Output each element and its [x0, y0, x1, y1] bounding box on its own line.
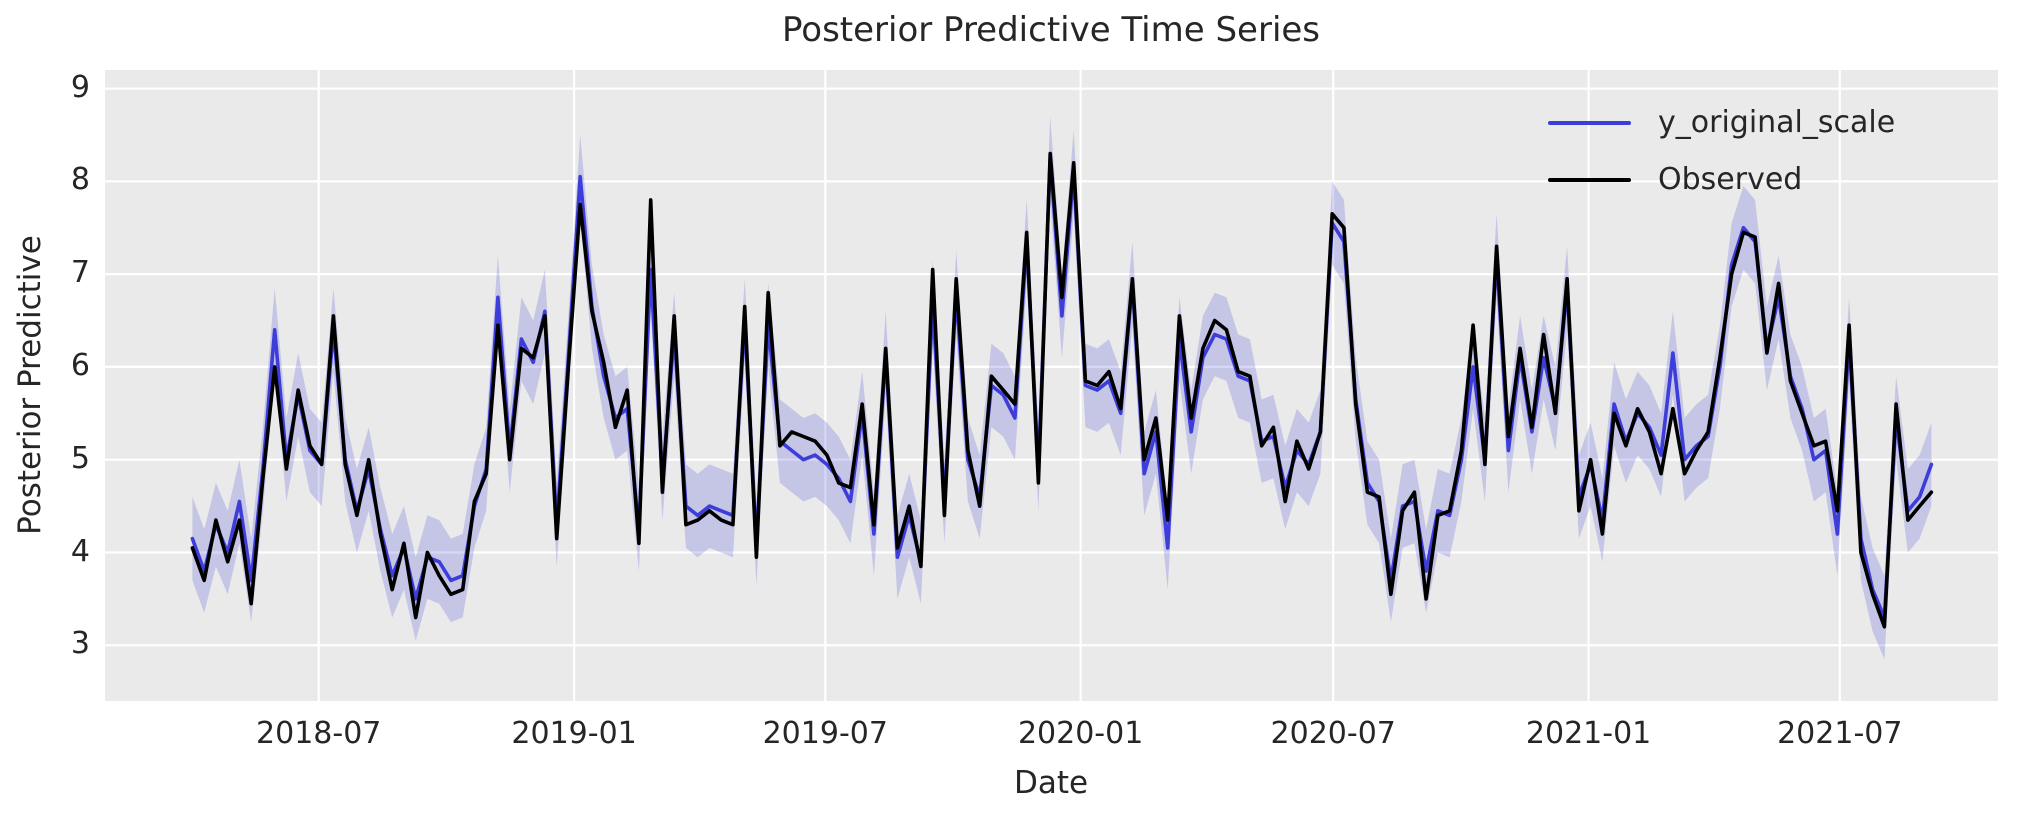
- x-tick-label: 2020-07: [1270, 716, 1396, 751]
- chart-title: Posterior Predictive Time Series: [781, 10, 1321, 50]
- legend-label-observed: Observed: [1658, 162, 1803, 197]
- legend-label-predicted: y_original_scale: [1658, 105, 1896, 140]
- legend-item-predicted: y_original_scale: [1548, 94, 1895, 151]
- y-tick-label: 4: [70, 533, 90, 569]
- x-axis-label: Date: [1013, 765, 1089, 801]
- y-tick-label: 6: [70, 347, 90, 383]
- predicted-line-swatch: [1548, 120, 1631, 125]
- observed-line-swatch: [1548, 177, 1631, 182]
- x-tick-label: 2019-07: [762, 716, 888, 751]
- x-tick-label: 2020-01: [1017, 716, 1144, 751]
- y-tick-label: 5: [70, 440, 90, 476]
- x-tick-label: 2021-01: [1525, 716, 1652, 751]
- x-tick-label: 2019-01: [511, 716, 637, 751]
- x-tick-label: 2021-07: [1777, 716, 1903, 751]
- y-tick-label: 7: [70, 255, 90, 291]
- y-tick-label: 3: [70, 626, 90, 662]
- x-tick-label: 2018-07: [256, 716, 382, 751]
- legend: y_original_scale Observed: [1548, 94, 1895, 208]
- y-tick-label: 9: [70, 69, 90, 105]
- y-tick-label: 8: [70, 162, 90, 198]
- legend-item-observed: Observed: [1548, 151, 1895, 208]
- observed-series-line: [190, 151, 1934, 629]
